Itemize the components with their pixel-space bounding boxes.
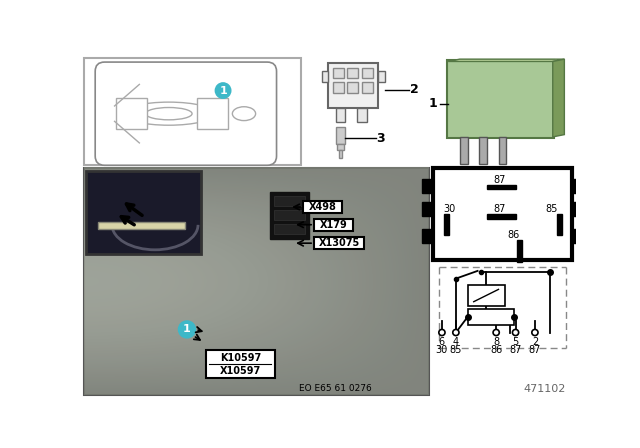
Text: X13075: X13075 — [319, 238, 360, 248]
Bar — [336, 127, 345, 144]
Bar — [378, 71, 385, 82]
FancyBboxPatch shape — [95, 62, 276, 165]
Bar — [84, 58, 301, 165]
Bar — [339, 150, 342, 158]
FancyBboxPatch shape — [447, 60, 554, 138]
Text: K10597: K10597 — [220, 353, 261, 363]
Bar — [358, 108, 367, 121]
Text: 85: 85 — [546, 203, 558, 214]
Ellipse shape — [232, 107, 255, 121]
Text: 85: 85 — [450, 345, 462, 355]
Bar — [274, 196, 305, 206]
Bar — [572, 229, 583, 243]
Bar — [362, 82, 373, 93]
Bar — [487, 214, 516, 219]
Text: 1: 1 — [219, 86, 227, 95]
Bar — [314, 237, 364, 250]
Bar — [479, 137, 487, 164]
Text: 86: 86 — [490, 345, 502, 355]
Text: 1: 1 — [183, 324, 191, 334]
Bar — [303, 201, 342, 213]
Text: 87: 87 — [494, 175, 506, 185]
Bar — [433, 168, 572, 260]
Polygon shape — [116, 98, 147, 129]
Circle shape — [179, 321, 195, 338]
Bar — [322, 71, 328, 82]
Text: 30: 30 — [436, 345, 448, 355]
Bar — [98, 222, 186, 228]
Bar — [444, 214, 449, 236]
Polygon shape — [553, 59, 564, 137]
Ellipse shape — [122, 102, 215, 125]
Text: 2: 2 — [410, 83, 419, 96]
Text: 30: 30 — [444, 203, 456, 214]
Text: X498: X498 — [308, 202, 337, 212]
Bar — [274, 210, 305, 220]
Text: X10597: X10597 — [220, 366, 261, 376]
Text: 86: 86 — [508, 230, 520, 241]
Bar — [348, 68, 358, 78]
Bar — [333, 68, 344, 78]
Circle shape — [439, 329, 445, 336]
Bar — [499, 137, 506, 164]
Text: 4: 4 — [453, 337, 459, 347]
Bar — [270, 192, 308, 238]
Text: 8: 8 — [493, 337, 499, 347]
Bar — [517, 240, 522, 262]
Bar — [362, 68, 373, 78]
Text: X179: X179 — [319, 220, 348, 230]
Polygon shape — [198, 98, 228, 129]
Bar — [205, 350, 275, 378]
Bar — [467, 285, 505, 306]
Circle shape — [215, 83, 231, 98]
Bar — [572, 179, 583, 193]
Bar — [460, 137, 467, 164]
Circle shape — [493, 329, 499, 336]
Text: 87: 87 — [529, 345, 541, 355]
Polygon shape — [448, 59, 564, 61]
Bar — [86, 171, 201, 254]
Text: 471102: 471102 — [524, 383, 566, 394]
Bar — [422, 202, 433, 216]
Text: 87: 87 — [509, 345, 522, 355]
Text: 2: 2 — [532, 337, 538, 347]
Circle shape — [532, 329, 538, 336]
Bar — [422, 229, 433, 243]
Bar — [274, 224, 305, 234]
Text: 6: 6 — [439, 337, 445, 347]
Ellipse shape — [145, 108, 192, 120]
Bar — [84, 168, 429, 395]
Bar — [336, 108, 345, 121]
Circle shape — [452, 329, 459, 336]
Text: 3: 3 — [376, 132, 385, 145]
Text: 1: 1 — [428, 97, 437, 110]
Text: 87: 87 — [494, 203, 506, 214]
Circle shape — [513, 329, 518, 336]
Text: 5: 5 — [513, 337, 518, 347]
Bar — [487, 185, 516, 189]
Bar — [572, 202, 583, 216]
Bar — [314, 219, 353, 231]
Bar — [333, 82, 344, 93]
Bar — [348, 82, 358, 93]
Bar — [328, 63, 378, 108]
Bar — [422, 179, 433, 193]
Bar — [467, 310, 514, 325]
Bar — [337, 144, 344, 150]
Text: EO E65 61 0276: EO E65 61 0276 — [300, 384, 372, 393]
Bar — [557, 214, 562, 236]
